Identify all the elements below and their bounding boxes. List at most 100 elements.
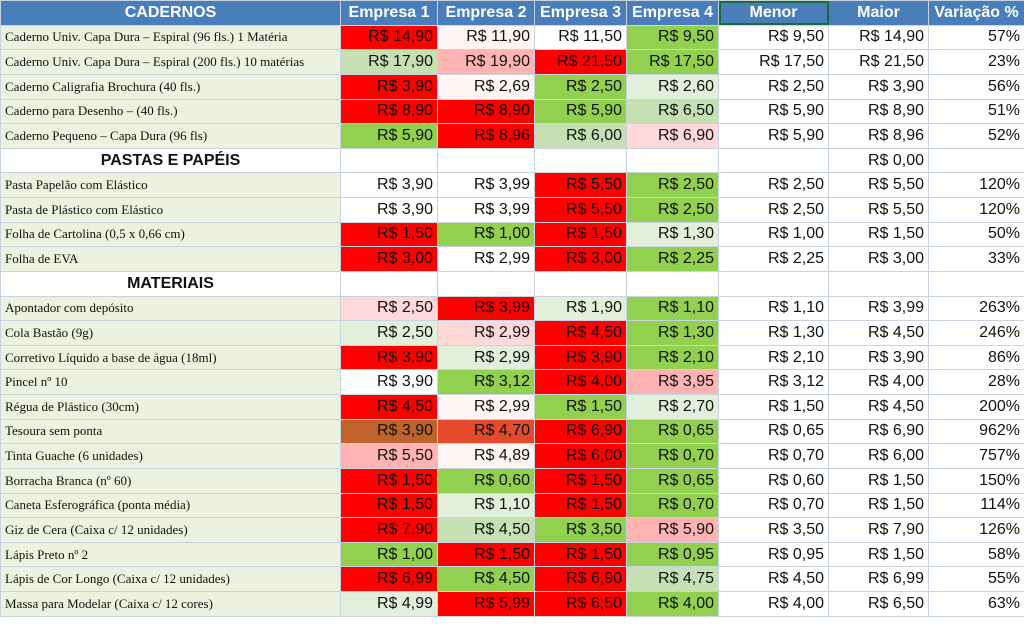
min-price-cell[interactable]: R$ 2,25 (718, 246, 829, 272)
min-price-cell[interactable]: R$ 2,50 (718, 197, 829, 223)
product-name-cell[interactable]: Folha de EVA (0, 246, 341, 272)
empresa-4-price-cell[interactable]: R$ 0,65 (626, 418, 719, 445)
empresa-3-price-cell[interactable]: R$ 1,90 (534, 295, 627, 322)
product-name-cell[interactable]: Folha de Cartolina (0,5 x 0,66 cm) (0, 221, 341, 248)
empresa-4-price-cell[interactable]: R$ 2,70 (626, 394, 719, 420)
max-price-cell[interactable]: R$ 1,50 (828, 221, 929, 248)
max-price-cell[interactable]: R$ 3,90 (828, 344, 929, 371)
empresa-4-price-cell[interactable]: R$ 2,10 (626, 344, 719, 371)
empresa-2-price-cell[interactable]: R$ 1,00 (437, 221, 535, 248)
product-name-cell[interactable]: Caderno Pequeno – Capa Dura (96 fls) (0, 123, 341, 149)
min-price-cell[interactable]: R$ 5,90 (718, 98, 829, 125)
max-price-cell[interactable]: R$ 4,50 (828, 394, 929, 420)
empty-cell[interactable] (534, 270, 627, 297)
max-price-cell[interactable]: R$ 4,50 (828, 320, 929, 346)
header-empresa-1[interactable]: Empresa 1 (340, 0, 438, 26)
min-price-cell[interactable]: R$ 3,50 (718, 517, 829, 543)
max-price-cell[interactable]: R$ 8,96 (828, 123, 929, 149)
empresa-3-price-cell[interactable]: R$ 6,90 (534, 566, 627, 592)
empresa-1-price-cell[interactable]: R$ 3,90 (340, 197, 438, 223)
empresa-1-price-cell[interactable]: R$ 5,90 (340, 123, 438, 149)
empresa-4-price-cell[interactable]: R$ 2,50 (626, 197, 719, 223)
empty-cell[interactable] (718, 147, 829, 174)
max-price-cell[interactable]: R$ 3,00 (828, 246, 929, 272)
empresa-4-price-cell[interactable]: R$ 6,50 (626, 98, 719, 125)
empresa-1-price-cell[interactable]: R$ 3,00 (340, 246, 438, 272)
empresa-2-price-cell[interactable]: R$ 0,60 (437, 467, 535, 494)
empresa-1-price-cell[interactable]: R$ 6,99 (340, 566, 438, 592)
empresa-2-price-cell[interactable]: R$ 4,70 (437, 418, 535, 445)
empresa-4-price-cell[interactable]: R$ 2,50 (626, 172, 719, 198)
max-price-cell[interactable]: R$ 3,90 (828, 73, 929, 100)
empresa-4-price-cell[interactable]: R$ 0,65 (626, 467, 719, 494)
empresa-1-price-cell[interactable]: R$ 4,99 (340, 591, 438, 617)
header-empresa-3[interactable]: Empresa 3 (534, 0, 627, 26)
empresa-4-price-cell[interactable]: R$ 1,10 (626, 295, 719, 322)
variation-percent-cell[interactable]: 757% (928, 443, 1024, 469)
empresa-1-price-cell[interactable]: R$ 2,50 (340, 295, 438, 322)
empresa-4-price-cell[interactable]: R$ 0,70 (626, 492, 719, 519)
variation-percent-cell[interactable]: 56% (928, 73, 1024, 100)
max-price-cell[interactable]: R$ 5,50 (828, 197, 929, 223)
min-price-cell[interactable]: R$ 3,12 (718, 369, 829, 395)
empresa-2-price-cell[interactable]: R$ 3,12 (437, 369, 535, 395)
empresa-1-price-cell[interactable]: R$ 3,90 (340, 172, 438, 198)
product-name-cell[interactable]: Massa para Modelar (Caixa c/ 12 cores) (0, 591, 341, 617)
variation-percent-cell[interactable]: 33% (928, 246, 1024, 272)
empresa-1-price-cell[interactable]: R$ 3,90 (340, 73, 438, 100)
empresa-4-price-cell[interactable]: R$ 2,60 (626, 73, 719, 100)
min-price-cell[interactable]: R$ 0,70 (718, 492, 829, 519)
product-name-cell[interactable]: Cola Bastão (9g) (0, 320, 341, 346)
empresa-3-price-cell[interactable]: R$ 6,90 (534, 418, 627, 445)
product-name-cell[interactable]: Tinta Guache (6 unidades) (0, 443, 341, 469)
empresa-3-price-cell[interactable]: R$ 6,00 (534, 443, 627, 469)
empresa-4-price-cell[interactable]: R$ 5,90 (626, 517, 719, 543)
empresa-1-price-cell[interactable]: R$ 17,90 (340, 49, 438, 75)
empresa-2-price-cell[interactable]: R$ 4,50 (437, 566, 535, 592)
empresa-1-price-cell[interactable]: R$ 3,90 (340, 369, 438, 395)
empty-cell[interactable] (340, 270, 438, 297)
empresa-2-price-cell[interactable]: R$ 5,99 (437, 591, 535, 617)
empresa-4-price-cell[interactable]: R$ 1,30 (626, 320, 719, 346)
max-price-cell[interactable]: R$ 5,50 (828, 172, 929, 198)
empresa-2-price-cell[interactable]: R$ 2,99 (437, 246, 535, 272)
variation-percent-cell[interactable]: 150% (928, 467, 1024, 494)
product-name-cell[interactable]: Apontador com depósito (0, 295, 341, 322)
empresa-2-price-cell[interactable]: R$ 8,96 (437, 123, 535, 149)
min-price-cell[interactable]: R$ 1,10 (718, 295, 829, 322)
variation-percent-cell[interactable]: 50% (928, 221, 1024, 248)
min-price-cell[interactable]: R$ 0,60 (718, 467, 829, 494)
product-name-cell[interactable]: Pasta de Plástico com Elástico (0, 197, 341, 223)
variation-percent-cell[interactable]: 126% (928, 517, 1024, 543)
variation-percent-cell[interactable]: 263% (928, 295, 1024, 322)
min-price-cell[interactable]: R$ 4,00 (718, 591, 829, 617)
variation-percent-cell[interactable]: 114% (928, 492, 1024, 519)
empresa-3-price-cell[interactable]: R$ 6,50 (534, 591, 627, 617)
variation-percent-cell[interactable]: 86% (928, 344, 1024, 371)
empresa-3-price-cell[interactable]: R$ 1,50 (534, 221, 627, 248)
header-empresa-4[interactable]: Empresa 4 (626, 0, 719, 26)
max-price-cell[interactable]: R$ 6,90 (828, 418, 929, 445)
empresa-4-price-cell[interactable]: R$ 6,90 (626, 123, 719, 149)
header-category[interactable]: CADERNOS (0, 0, 341, 26)
product-name-cell[interactable]: Borracha Branca (nº 60) (0, 467, 341, 494)
empresa-2-price-cell[interactable]: R$ 3,99 (437, 197, 535, 223)
variation-percent-cell[interactable]: 962% (928, 418, 1024, 445)
empresa-2-price-cell[interactable]: R$ 2,99 (437, 344, 535, 371)
min-price-cell[interactable]: R$ 0,65 (718, 418, 829, 445)
product-name-cell[interactable]: Pasta Papelão com Elástico (0, 172, 341, 198)
empresa-2-price-cell[interactable]: R$ 2,99 (437, 320, 535, 346)
empresa-1-price-cell[interactable]: R$ 3,90 (340, 344, 438, 371)
empresa-4-price-cell[interactable]: R$ 3,95 (626, 369, 719, 395)
empresa-4-price-cell[interactable]: R$ 0,70 (626, 443, 719, 469)
variation-percent-cell[interactable]: 55% (928, 566, 1024, 592)
min-price-cell[interactable]: R$ 2,50 (718, 172, 829, 198)
empresa-3-price-cell[interactable]: R$ 1,50 (534, 492, 627, 519)
empresa-3-price-cell[interactable]: R$ 5,50 (534, 172, 627, 198)
empresa-3-price-cell[interactable]: R$ 1,50 (534, 467, 627, 494)
variation-percent-cell[interactable]: 52% (928, 123, 1024, 149)
empty-cell[interactable] (626, 147, 719, 174)
max-price-cell[interactable]: R$ 0,00 (828, 147, 929, 174)
max-price-cell[interactable]: R$ 6,50 (828, 591, 929, 617)
empty-cell[interactable] (437, 147, 535, 174)
